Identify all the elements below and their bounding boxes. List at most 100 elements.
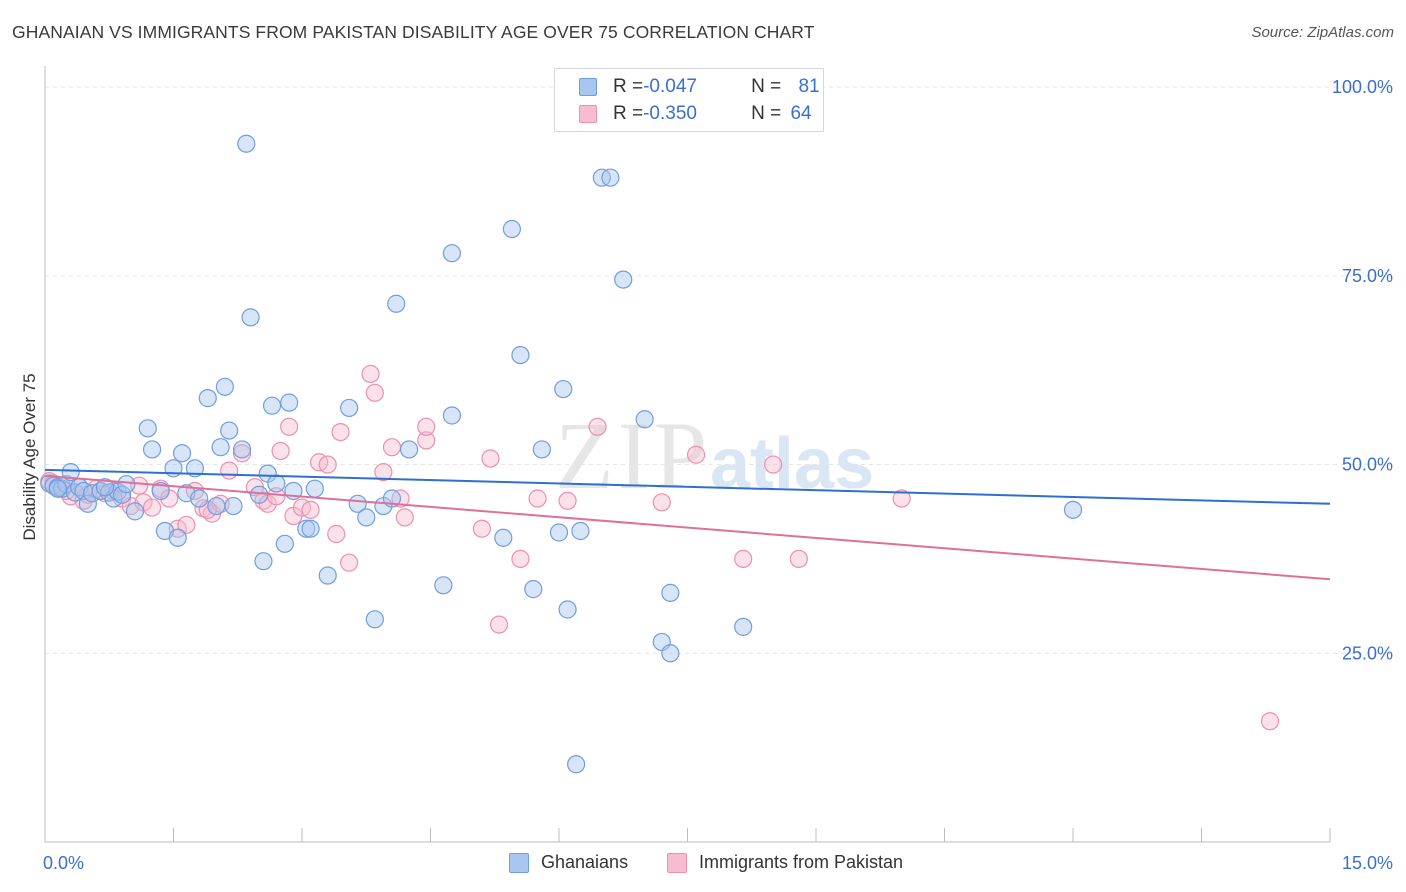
point-pakistan: [271, 441, 290, 461]
point-ghanaians: [138, 419, 157, 438]
point-pakistan: [177, 515, 196, 535]
stats-legend: R = -0.047 N = 81 R = -0.350 N = 64: [554, 68, 824, 132]
point-ghanaians: [125, 502, 145, 521]
point-ghanaians: [305, 479, 324, 498]
r-label: R =: [613, 103, 644, 124]
point-ghanaians: [168, 528, 187, 547]
point-ghanaians: [185, 459, 205, 478]
point-pakistan: [382, 438, 402, 457]
point-ghanaians: [601, 168, 620, 187]
point-pakistan: [395, 508, 414, 527]
point-ghanaians: [365, 610, 384, 629]
point-pakistan: [588, 417, 607, 436]
legend-item-ghanaians[interactable]: Ghanaians: [509, 852, 628, 873]
point-pakistan: [365, 383, 384, 402]
n-label: N =: [751, 103, 787, 124]
legend-item-pakistan[interactable]: Immigrants from Pakistan: [667, 852, 903, 873]
point-ghanaians: [224, 496, 243, 516]
point-pakistan: [318, 455, 337, 474]
point-pakistan: [528, 489, 547, 508]
source-label: Source: ZipAtlas.com: [1251, 24, 1394, 41]
point-ghanaians: [297, 519, 316, 538]
point-pakistan: [652, 493, 671, 512]
point-ghanaians: [172, 444, 192, 463]
trend-lines: [44, 468, 1331, 581]
point-ghanaians: [661, 644, 680, 663]
point-ghanaians: [399, 440, 419, 459]
point-ghanaians: [301, 519, 320, 538]
point-pakistan: [686, 445, 706, 464]
legend-label-ghanaians: Ghanaians: [541, 852, 629, 872]
point-ghanaians: [78, 494, 97, 513]
pakistan-swatch: [667, 852, 687, 873]
point-pakistan: [764, 455, 783, 474]
point-ghanaians: [661, 583, 680, 602]
r-value: -0.047: [643, 76, 697, 97]
x-tick-label-min: 0.0%: [43, 853, 84, 873]
point-pakistan: [417, 431, 436, 450]
point-ghanaians: [614, 270, 633, 289]
point-ghanaians: [494, 528, 513, 547]
y-tick-label: 25.0%: [1342, 643, 1393, 663]
point-pakistan: [142, 498, 162, 517]
point-ghanaians: [434, 576, 453, 595]
point-ghanaians: [95, 478, 115, 497]
ghanaians-swatch: [509, 852, 529, 873]
point-pakistan: [220, 461, 239, 480]
point-ghanaians: [734, 617, 753, 636]
point-ghanaians: [442, 244, 462, 263]
x-tick-label-max: 15.0%: [1342, 853, 1393, 873]
point-ghanaians: [532, 440, 551, 459]
point-ghanaians: [262, 396, 282, 415]
point-ghanaians: [190, 489, 209, 508]
point-ghanaians: [549, 523, 569, 542]
point-ghanaians: [220, 421, 239, 440]
point-ghanaians: [215, 377, 234, 396]
point-ghanaians: [348, 494, 367, 513]
point-pakistan: [558, 491, 577, 510]
point-ghanaians: [117, 475, 136, 494]
y-tick-label: 100.0%: [1332, 77, 1393, 97]
point-pakistan: [1260, 712, 1280, 731]
point-ghanaians: [142, 440, 162, 459]
y-axis-title: Disability Age Over 75: [20, 373, 39, 540]
n-value: 81: [798, 76, 820, 97]
axis-labels: 25.0% 50.0% 75.0% 100.0% 0.0% 15.0% Disability…: [20, 77, 1393, 873]
point-ghanaians: [357, 508, 376, 527]
stats-row-ghanaians: R = -0.047 N = 81: [579, 75, 820, 99]
point-ghanaians: [211, 438, 230, 457]
point-ghanaians: [275, 534, 294, 553]
series-legend: Ghanaians Immigrants from Pakistan: [0, 852, 1406, 876]
point-ghanaians: [267, 474, 286, 493]
pakistan-swatch: [579, 105, 597, 123]
point-ghanaians: [232, 440, 252, 459]
point-ghanaians: [511, 345, 530, 365]
point-pakistan: [511, 549, 530, 569]
point-pakistan: [734, 549, 753, 569]
r-value: -0.350: [643, 103, 697, 124]
n-label: N =: [751, 76, 787, 97]
trend-line-pakistan: [44, 474, 1331, 581]
point-ghanaians: [151, 481, 170, 501]
point-ghanaians: [48, 479, 67, 498]
point-ghanaians: [254, 552, 273, 571]
point-pakistan: [472, 519, 491, 538]
point-ghanaians: [340, 398, 359, 418]
point-ghanaians: [387, 294, 406, 313]
point-ghanaians: [524, 580, 543, 599]
y-tick-label: 75.0%: [1342, 266, 1393, 286]
series-ghanaians-points: [40, 134, 1083, 774]
point-ghanaians: [198, 389, 217, 408]
point-ghanaians: [554, 379, 573, 399]
point-pakistan: [327, 524, 346, 544]
point-pakistan: [892, 489, 911, 508]
point-ghanaians: [280, 393, 299, 412]
point-ghanaians: [241, 308, 260, 327]
point-ghanaians: [112, 485, 132, 504]
point-pakistan: [361, 364, 380, 384]
point-pakistan: [481, 449, 500, 468]
point-ghanaians: [250, 485, 269, 504]
watermark-zip: ZIP: [555, 402, 711, 509]
point-pakistan: [489, 615, 509, 634]
